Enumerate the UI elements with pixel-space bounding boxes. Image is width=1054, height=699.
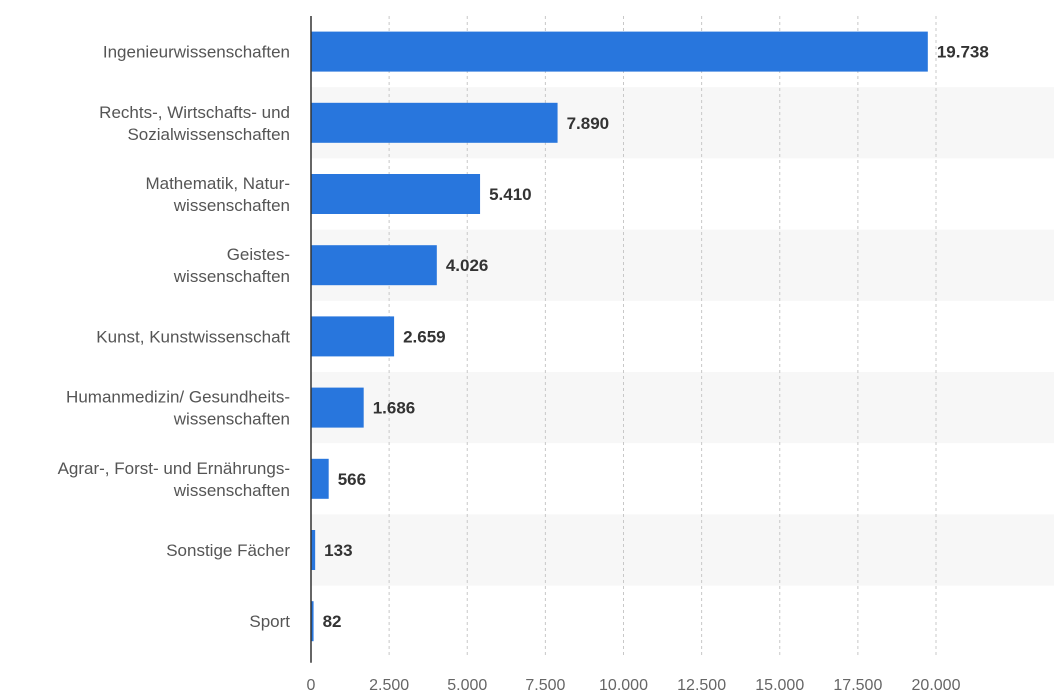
category-labels: Ingenieurwissenschaften Rechts-, Wirtscha… <box>58 43 291 632</box>
bar[interactable] <box>311 174 481 214</box>
category-label: Sport <box>249 612 290 631</box>
bar[interactable] <box>311 245 437 286</box>
category-label-line: Sport <box>249 612 290 631</box>
category-label-line: Geistes- <box>227 245 290 264</box>
x-tick-label: 0 <box>307 677 316 694</box>
category-label: Geistes-wissenschaften <box>173 245 290 286</box>
data-label: 133 <box>324 541 352 560</box>
category-label-line: Kunst, Kunstwissenschaft <box>96 327 290 346</box>
bar[interactable] <box>311 530 316 570</box>
category-label: Ingenieurwissenschaften <box>103 43 290 62</box>
row-bands <box>311 87 1054 586</box>
x-tick-label: 15.000 <box>755 677 804 694</box>
category-label-line: wissenschaften <box>173 481 290 500</box>
x-tick-label: 7.500 <box>525 677 565 694</box>
bar[interactable] <box>311 387 364 428</box>
x-tick-label: 17.500 <box>833 677 882 694</box>
category-label-line: Agrar-, Forst- und Ernährungs- <box>58 459 290 478</box>
x-tick-label: 12.500 <box>677 677 726 694</box>
bar[interactable] <box>311 31 928 72</box>
category-label: Humanmedizin/ Gesundheits-wissenschaften <box>66 388 290 429</box>
bar[interactable] <box>311 316 395 357</box>
gridlines <box>388 16 937 657</box>
data-label: 4.026 <box>446 256 489 275</box>
row-band <box>311 372 1054 444</box>
category-label-line: Sozialwissenschaften <box>127 125 290 144</box>
value-labels: 19.738 7.890 5.410 4.026 2.659 1.686 566 133 82 <box>323 43 989 632</box>
category-label-line: Ingenieurwissenschaften <box>103 43 290 62</box>
category-label: Kunst, Kunstwissenschaft <box>96 327 290 346</box>
category-label-line: wissenschaften <box>173 410 290 429</box>
category-label-line: wissenschaften <box>173 196 290 215</box>
data-label: 1.686 <box>373 399 416 418</box>
bar[interactable] <box>311 102 558 143</box>
category-label: Mathematik, Natur-wissenschaften <box>145 174 290 215</box>
data-label: 19.738 <box>937 43 989 62</box>
row-band <box>311 514 1054 586</box>
category-label-line: Humanmedizin/ Gesundheits- <box>66 388 290 407</box>
bar[interactable] <box>311 458 329 499</box>
category-label-line: wissenschaften <box>173 267 290 286</box>
x-tick-label: 5.000 <box>447 677 487 694</box>
category-label: Agrar-, Forst- und Ernährungs-wissenscha… <box>58 459 290 500</box>
bar[interactable] <box>311 601 314 642</box>
x-tick-label: 20.000 <box>912 677 961 694</box>
category-label: Rechts-, Wirtschafts- und Sozialwissensch… <box>99 103 290 144</box>
x-tick-label: 2.500 <box>369 677 409 694</box>
data-label: 566 <box>338 470 366 489</box>
data-label: 82 <box>323 612 342 631</box>
category-label-line: Mathematik, Natur- <box>145 174 290 193</box>
data-label: 2.659 <box>403 327 446 346</box>
x-tick-label: 10.000 <box>599 677 648 694</box>
category-label: Sonstige Fächer <box>166 541 290 560</box>
data-label: 7.890 <box>567 114 610 133</box>
category-label-line: Sonstige Fächer <box>166 541 290 560</box>
x-tick-labels: 0 2.500 5.000 7.500 10.000 12.500 15.000 17.500… <box>307 677 961 694</box>
bars <box>311 31 928 642</box>
category-label-line: Rechts-, Wirtschafts- und <box>99 103 290 122</box>
data-label: 5.410 <box>489 185 532 204</box>
